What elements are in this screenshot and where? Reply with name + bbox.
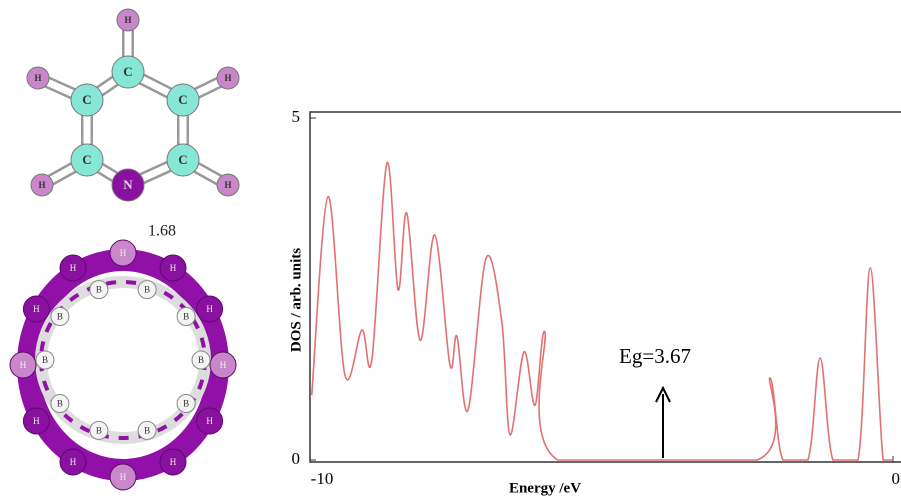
atom-label: H xyxy=(120,472,127,482)
x-tick-label: -10 xyxy=(311,469,334,488)
atom-label: H xyxy=(206,416,213,426)
atom-label: H xyxy=(20,360,27,370)
atom-label: B xyxy=(183,312,189,322)
atom-label: H xyxy=(170,457,177,467)
atom-label: B xyxy=(96,425,102,435)
atom-label: B xyxy=(198,355,204,365)
atom-label: B xyxy=(144,425,150,435)
bond-length: 1.68 xyxy=(148,223,176,240)
y-axis-label: DOS / arb. units xyxy=(288,248,304,352)
gap-annotation: Eg=3.67 xyxy=(619,344,691,368)
atom-label: H xyxy=(120,248,127,258)
atom-label: C xyxy=(178,92,187,107)
atom-label: N xyxy=(123,177,133,192)
atom-label: H xyxy=(33,416,40,426)
atom-label: H xyxy=(224,180,231,190)
atom-label: C xyxy=(82,152,91,167)
atom-label: H xyxy=(170,263,177,273)
atom-label: H xyxy=(38,180,45,190)
plot-frame xyxy=(310,112,901,462)
atom-label: B xyxy=(144,285,150,295)
atom-label: H xyxy=(124,15,131,25)
atom-label: H xyxy=(70,457,77,467)
molecules: H C C C H H C C H H N H H H H H H H H H H H H B B B B B B B B B B 1.68 xyxy=(10,9,239,490)
atom-label: C xyxy=(178,152,187,167)
atom-label: H xyxy=(33,304,40,314)
x-axis-label: Energy /eV xyxy=(509,480,581,496)
atom-label: B xyxy=(183,399,189,409)
x-tick-label: 0 xyxy=(892,469,901,488)
atom-label: B xyxy=(57,399,63,409)
dos-line xyxy=(312,162,893,460)
y-tick-label: 5 xyxy=(292,107,301,126)
atom-label: H xyxy=(220,360,227,370)
atom-label: H xyxy=(224,73,231,83)
atom-label: B xyxy=(57,312,63,322)
atom-label: B xyxy=(96,285,102,295)
atom-label: H xyxy=(34,73,41,83)
figure: H C C C H H C C H H N H H H H H H H H H H H H B B B B B B B B B B 1.68 Eg… xyxy=(0,0,901,498)
y-tick-label: 0 xyxy=(292,449,301,468)
atom-label: C xyxy=(82,92,91,107)
atom-label: B xyxy=(42,355,48,365)
atom-label: H xyxy=(70,263,77,273)
atom-label: C xyxy=(123,64,132,79)
atom-label: H xyxy=(206,304,213,314)
